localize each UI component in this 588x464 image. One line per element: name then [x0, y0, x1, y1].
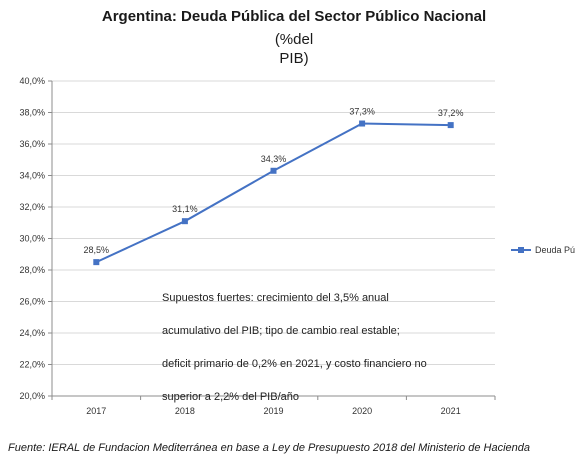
annotation-line: deficit primario de 0,2% en 2021, y cost… [162, 357, 427, 370]
y-tick-label: 34,0% [19, 171, 45, 181]
data-point-marker [270, 167, 277, 174]
x-tick-labels: 2017 2018 2019 2020 2021 [86, 406, 460, 416]
chart-subtitle-line-1: (%del [274, 31, 314, 48]
y-tick-label: 24,0% [19, 328, 45, 338]
data-label: 37,2% [438, 108, 464, 118]
legend-label: Deuda Pú [535, 245, 575, 255]
x-tick-label: 2017 [86, 406, 106, 416]
annotation-line: superior a 2,2% del PIB/año [162, 390, 299, 403]
assumptions-annotation: Supuestos fuertes: crecimiento del 3,5% … [162, 273, 462, 422]
chart-subtitle-line-2: PIB) [279, 50, 309, 67]
y-tick-labels: 20,0% 22,0% 24,0% 26,0% 28,0% 30,0% 32,0% 34,0%… [19, 76, 45, 401]
data-labels: 28,5% 31,1% 34,3% 37,3% 37,2% [84, 107, 464, 256]
y-tick-label: 22,0% [19, 360, 45, 370]
x-tick-label: 2018 [175, 406, 195, 416]
y-tick-label: 30,0% [19, 234, 45, 244]
data-label: 28,5% [84, 245, 110, 255]
x-tick-label: 2019 [263, 406, 283, 416]
y-tick-label: 20,0% [19, 391, 45, 401]
data-points [93, 120, 454, 266]
x-tick-label: 2021 [441, 406, 461, 416]
legend: Deuda Pú [511, 245, 575, 255]
y-tick-label: 40,0% [19, 76, 45, 86]
source-footnote: Fuente: IERAL de Fundacion Mediterránea … [8, 442, 531, 454]
y-tick-label: 36,0% [19, 139, 45, 149]
gridlines [52, 80, 495, 365]
x-tick-label: 2020 [352, 406, 372, 416]
legend-marker [518, 247, 524, 253]
y-tick-label: 26,0% [19, 297, 45, 307]
y-tick-label: 28,0% [19, 265, 45, 275]
y-tick-label: 32,0% [19, 202, 45, 212]
data-point-marker [93, 259, 100, 266]
data-label: 34,3% [261, 154, 287, 164]
data-point-marker [359, 120, 366, 127]
annotation-line: Supuestos fuertes: crecimiento del 3,5% … [162, 291, 389, 304]
data-label: 37,3% [349, 107, 375, 117]
data-point-marker [181, 218, 188, 225]
annotation-line: acumulativo del PIB; tipo de cambio real… [162, 324, 400, 337]
y-tick-label: 38,0% [19, 108, 45, 118]
axes [48, 80, 496, 400]
chart-title: Argentina: Deuda Pública del Sector Públ… [101, 8, 487, 25]
data-point-marker [447, 122, 454, 129]
data-label: 31,1% [172, 204, 198, 214]
